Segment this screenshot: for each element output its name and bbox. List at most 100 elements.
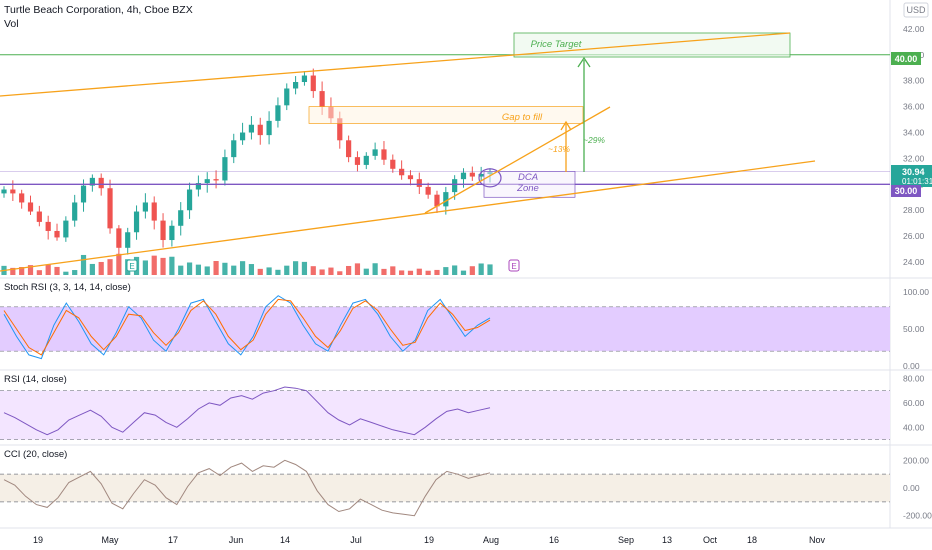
volume-bar — [443, 267, 449, 275]
candle-body — [133, 211, 140, 233]
time-tick-label: 13 — [662, 535, 672, 545]
indicator-tick-label: 0.00 — [903, 361, 920, 371]
volume-bar — [186, 262, 193, 275]
earnings-marker-label: E — [129, 262, 134, 271]
volume-bar — [169, 256, 175, 275]
volume-bar — [257, 268, 263, 275]
indicator-line-cci — [3, 459, 491, 517]
cci-title[interactable]: CCI (20, close) — [4, 449, 67, 460]
indicator-line-rsi — [3, 386, 491, 436]
currency-badge[interactable] — [903, 2, 929, 18]
stoch-rsi-band — [0, 306, 890, 352]
stoch-rsi-title[interactable]: Stoch RSI (3, 3, 14, 14, close) — [4, 282, 131, 293]
bar-countdown: 01:01:31 — [902, 177, 932, 186]
candle-body — [178, 210, 184, 226]
volume-bar — [248, 264, 255, 275]
earnings-marker[interactable] — [126, 259, 138, 272]
chart-title[interactable]: Turtle Beach Corporation, 4h, Cboe BZX — [4, 4, 193, 16]
candle-body — [142, 202, 148, 212]
indicator-tick-label: 40.00 — [903, 422, 925, 432]
candle-body — [45, 221, 51, 231]
volume-bar — [346, 265, 352, 275]
candle-body — [469, 172, 475, 177]
time-tick-label: Jun — [229, 535, 244, 545]
pct-13-label: ~13% — [548, 144, 570, 154]
candle-body — [399, 168, 405, 176]
volume-bar — [452, 265, 458, 275]
volume-bar — [301, 261, 308, 275]
volume-bar — [160, 257, 166, 275]
pct-13-arrowhead — [560, 120, 572, 131]
candle-body — [407, 175, 414, 180]
earnings-marker[interactable] — [508, 259, 520, 272]
volume-bar — [116, 253, 122, 275]
cci-pane — [0, 459, 890, 517]
earnings-marker-label: E — [511, 262, 516, 271]
volume-bar — [213, 261, 219, 275]
volume-bar — [319, 269, 325, 275]
candle-body — [425, 186, 431, 195]
volume-bar — [10, 267, 16, 275]
price-tick-label: 42.00 — [903, 24, 925, 34]
volume-bar — [434, 269, 440, 275]
dca-price-badge — [891, 185, 921, 197]
upper-channel-trendline — [0, 32, 791, 97]
volume-bar — [36, 270, 42, 275]
target-price-badge — [891, 52, 921, 65]
pct-29-arrowhead — [577, 56, 591, 68]
gap-to-fill-label: Gap to fill — [502, 112, 543, 123]
candle-body — [372, 149, 378, 156]
time-tick-label: Sep — [618, 535, 634, 545]
volume-bar — [407, 270, 414, 275]
cci-band — [0, 474, 890, 502]
volume-label[interactable]: Vol — [4, 18, 19, 30]
rsi-title[interactable]: RSI (14, close) — [4, 374, 67, 385]
pct-29-label: ~29% — [583, 135, 605, 145]
volume-bar — [231, 265, 237, 275]
candle-body — [346, 140, 352, 158]
candle-body — [257, 124, 263, 136]
indicator-tick-label: 200.00 — [903, 455, 929, 465]
target-price-value: 40.00 — [895, 54, 918, 64]
time-axis: 19 May 17 Jun 14 Jul 19 Aug 16 Sep 13 Oct 18 Nov — [33, 535, 826, 545]
candle-body — [89, 177, 95, 186]
time-tick-label: 18 — [747, 535, 757, 545]
dca-price-value: 30.00 — [895, 186, 918, 196]
candle-body — [72, 202, 78, 221]
volume-bar — [275, 269, 281, 275]
candle-body — [80, 185, 87, 203]
time-tick-label: May — [101, 535, 119, 545]
volume-bar — [487, 264, 493, 275]
time-tick-label: Oct — [703, 535, 718, 545]
candle-body — [125, 232, 131, 248]
candle-body — [478, 173, 484, 177]
candle-body — [266, 120, 272, 136]
volume-bar — [354, 263, 361, 275]
volume-bar — [27, 265, 34, 275]
volume-bar — [372, 263, 378, 275]
volume-bar — [195, 264, 201, 275]
candle-body — [19, 193, 25, 203]
candle-body — [310, 75, 316, 92]
volume-bar — [328, 267, 334, 275]
indicator-tick-label: -200.00 — [903, 511, 932, 521]
candle-body — [301, 75, 308, 83]
candle-body — [169, 225, 175, 241]
volume-bar — [151, 255, 157, 275]
indicator-tick-label: 80.00 — [903, 373, 925, 383]
price-tick-label: 28.00 — [903, 205, 925, 215]
price-axis: 24.0026.0028.0030.0032.0034.0036.0038.00… — [903, 24, 932, 521]
candle-body — [222, 157, 228, 181]
currency-label: USD — [906, 5, 926, 15]
rsi-pane — [0, 386, 890, 440]
volume-bar — [98, 261, 104, 275]
candle-body — [195, 183, 201, 190]
candle-body — [63, 220, 69, 238]
volume-bar — [239, 261, 246, 275]
candle-body — [434, 194, 440, 207]
volume-bar — [89, 263, 95, 275]
candle-body — [54, 230, 60, 238]
candle-body — [151, 202, 157, 221]
volume-bar — [107, 259, 113, 275]
